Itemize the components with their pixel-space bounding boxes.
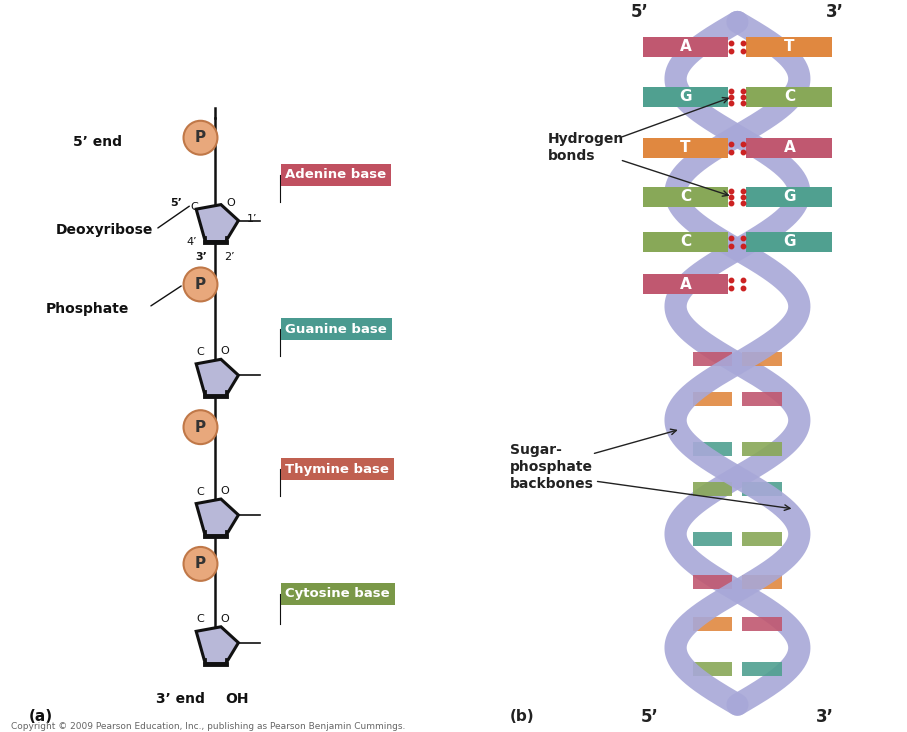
Text: 5’ end: 5’ end	[73, 135, 122, 149]
FancyBboxPatch shape	[743, 482, 783, 496]
Text: C: C	[196, 347, 204, 357]
Text: Guanine base: Guanine base	[286, 323, 387, 336]
FancyBboxPatch shape	[743, 575, 783, 589]
Text: 5’: 5’	[630, 3, 649, 21]
Text: Cytosine base: Cytosine base	[286, 587, 390, 600]
Text: 3’ end: 3’ end	[156, 692, 204, 706]
FancyBboxPatch shape	[643, 87, 728, 107]
Text: G: G	[783, 189, 795, 204]
FancyBboxPatch shape	[746, 37, 833, 57]
Text: P: P	[195, 130, 206, 145]
Text: 2’: 2’	[224, 252, 235, 262]
Text: Phosphate: Phosphate	[45, 302, 129, 316]
FancyBboxPatch shape	[643, 187, 728, 206]
Text: 3’: 3’	[195, 252, 208, 262]
Polygon shape	[196, 627, 239, 664]
Text: OH: OH	[226, 692, 249, 706]
Text: P: P	[195, 556, 206, 572]
Circle shape	[183, 267, 218, 302]
Text: O: O	[220, 614, 229, 624]
Text: C: C	[196, 487, 204, 496]
FancyBboxPatch shape	[693, 482, 733, 496]
FancyBboxPatch shape	[743, 532, 783, 546]
Text: C: C	[784, 89, 795, 105]
Text: G: G	[679, 89, 692, 105]
FancyBboxPatch shape	[693, 662, 733, 676]
Text: Adenine base: Adenine base	[286, 168, 386, 181]
Text: (b): (b)	[510, 709, 534, 724]
Circle shape	[183, 410, 218, 444]
Text: 5’: 5’	[640, 708, 658, 725]
FancyBboxPatch shape	[746, 231, 833, 252]
Text: P: P	[195, 277, 206, 292]
FancyBboxPatch shape	[746, 87, 833, 107]
Text: G: G	[783, 234, 795, 249]
Text: O: O	[220, 346, 229, 356]
Text: O: O	[226, 198, 235, 208]
Text: (a): (a)	[29, 709, 53, 724]
Text: C: C	[190, 202, 198, 212]
FancyBboxPatch shape	[746, 138, 833, 157]
FancyBboxPatch shape	[693, 392, 733, 406]
FancyBboxPatch shape	[693, 617, 733, 631]
Text: A: A	[679, 40, 691, 54]
FancyBboxPatch shape	[693, 532, 733, 546]
Text: 5’: 5’	[171, 198, 182, 208]
FancyBboxPatch shape	[743, 352, 783, 366]
Polygon shape	[196, 205, 239, 242]
Text: C: C	[680, 189, 691, 204]
FancyBboxPatch shape	[643, 37, 728, 57]
Circle shape	[183, 121, 218, 154]
FancyBboxPatch shape	[743, 392, 783, 406]
FancyBboxPatch shape	[743, 662, 783, 676]
Text: T: T	[680, 141, 691, 155]
FancyBboxPatch shape	[743, 442, 783, 456]
Text: A: A	[679, 277, 691, 292]
Polygon shape	[196, 359, 239, 397]
FancyBboxPatch shape	[746, 187, 833, 206]
Text: C: C	[196, 614, 204, 624]
FancyBboxPatch shape	[693, 442, 733, 456]
FancyBboxPatch shape	[693, 575, 733, 589]
Text: Sugar-
phosphate
backbones: Sugar- phosphate backbones	[510, 443, 594, 491]
Text: Thymine base: Thymine base	[286, 463, 389, 476]
Text: T: T	[784, 40, 795, 54]
Circle shape	[183, 547, 218, 581]
Text: 4’: 4’	[187, 236, 198, 247]
Text: O: O	[220, 486, 229, 496]
Text: A: A	[784, 141, 795, 155]
Text: Copyright © 2009 Pearson Education, Inc., publishing as Pearson Benjamin Cumming: Copyright © 2009 Pearson Education, Inc.…	[11, 722, 405, 731]
FancyBboxPatch shape	[743, 617, 783, 631]
Text: 1’: 1’	[247, 214, 257, 223]
FancyBboxPatch shape	[643, 138, 728, 157]
Text: C: C	[680, 234, 691, 249]
Text: Hydrogen
bonds: Hydrogen bonds	[548, 132, 624, 163]
Text: 3’: 3’	[826, 3, 844, 21]
Text: 3’: 3’	[816, 708, 834, 725]
Text: P: P	[195, 419, 206, 435]
Polygon shape	[196, 499, 239, 537]
Text: Deoxyribose: Deoxyribose	[55, 223, 153, 236]
FancyBboxPatch shape	[643, 231, 728, 252]
FancyBboxPatch shape	[693, 352, 733, 366]
FancyBboxPatch shape	[643, 274, 728, 294]
